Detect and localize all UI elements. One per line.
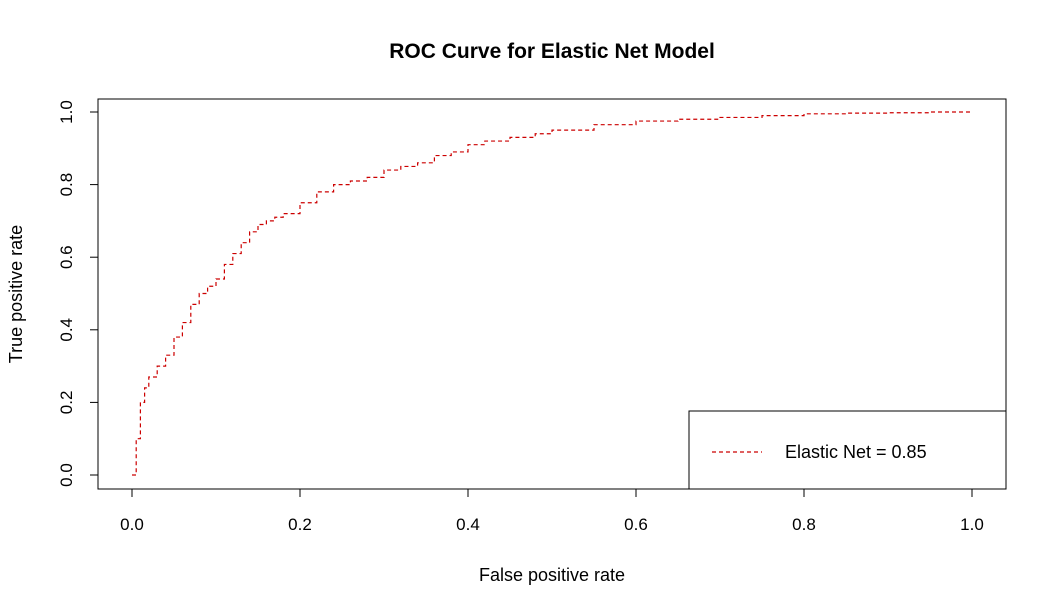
x-tick-label-4: 0.8: [792, 515, 816, 534]
x-tick-label-3: 0.6: [624, 515, 648, 534]
chart-title: ROC Curve for Elastic Net Model: [389, 40, 715, 63]
x-axis: 0.0 0.2 0.4 0.6 0.8 1.0: [120, 488, 984, 534]
y-tick-label-2: 0.4: [57, 318, 76, 342]
legend-label: Elastic Net = 0.85: [785, 442, 927, 462]
x-tick-label-0: 0.0: [120, 515, 144, 534]
y-tick-label-1: 0.2: [57, 391, 76, 415]
y-tick-label-0: 0.0: [57, 463, 76, 487]
x-tick-label-5: 1.0: [960, 515, 984, 534]
y-tick-label-3: 0.6: [57, 245, 76, 269]
x-axis-label: False positive rate: [479, 565, 625, 585]
legend-box: [688, 410, 1007, 490]
y-tick-label-5: 1.0: [57, 100, 76, 124]
y-axis-label: True positive rate: [6, 225, 26, 363]
y-tick-label-4: 0.8: [57, 173, 76, 197]
x-tick-label-2: 0.4: [456, 515, 480, 534]
x-tick-label-1: 0.2: [288, 515, 312, 534]
legend: Elastic Net = 0.85: [688, 410, 1007, 490]
roc-curve-line: [132, 111, 972, 476]
y-axis: 0.0 0.2 0.4 0.6 0.8 1.0: [57, 100, 99, 487]
